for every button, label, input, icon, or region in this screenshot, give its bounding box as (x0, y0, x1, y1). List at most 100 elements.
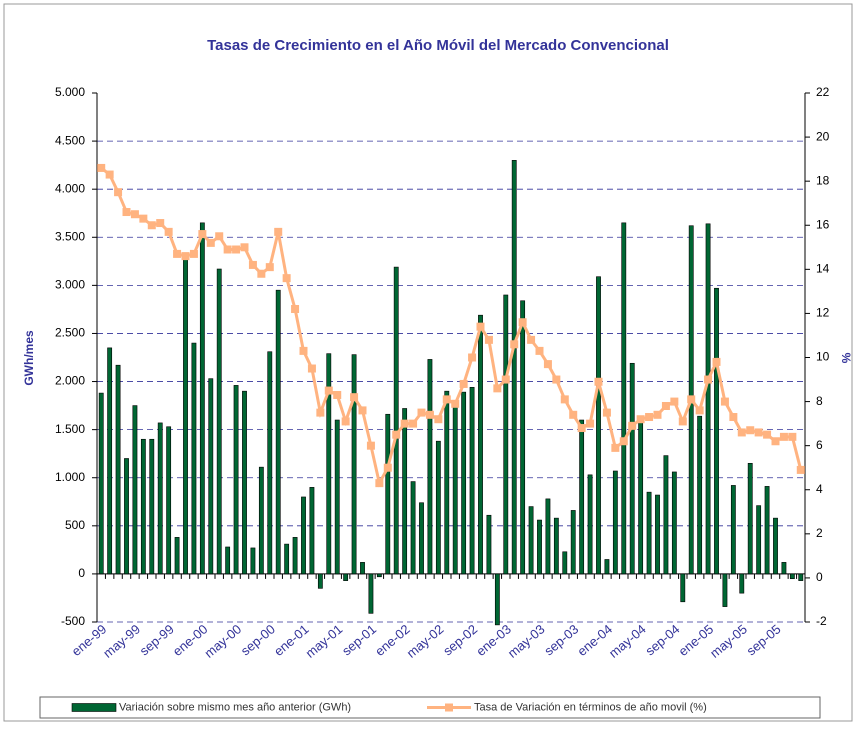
marker (501, 375, 510, 384)
bar (452, 405, 458, 575)
marker (350, 393, 359, 402)
marker (451, 399, 460, 408)
y-tick-label: 3.000 (55, 278, 85, 292)
marker (130, 210, 139, 219)
bar (638, 419, 644, 575)
bar (764, 486, 770, 575)
bar (655, 494, 660, 575)
marker (737, 428, 746, 437)
marker (156, 219, 165, 228)
marker (400, 419, 409, 428)
marker (316, 408, 325, 417)
y-tick-label: 2.500 (55, 326, 85, 340)
marker (552, 375, 561, 384)
bar (132, 405, 138, 575)
bar (149, 438, 155, 575)
y2-tick-label: 8 (816, 394, 823, 408)
marker (687, 395, 696, 404)
bar (402, 408, 408, 575)
bar (537, 519, 542, 575)
bar (798, 573, 804, 581)
legend-label: Variación sobre mismo mes año anterior (… (119, 701, 351, 713)
marker (282, 274, 291, 283)
bar (697, 415, 703, 575)
bar (562, 551, 568, 575)
y2-axis-label: % (839, 353, 853, 364)
marker (602, 408, 611, 417)
bar (596, 276, 601, 575)
bar (258, 466, 264, 575)
y-tick-label: 3.500 (55, 229, 85, 243)
bar (604, 559, 610, 575)
y-tick-label: 0 (78, 566, 85, 580)
marker (375, 479, 384, 488)
bar (334, 419, 340, 575)
marker (434, 415, 443, 424)
marker (333, 390, 342, 399)
marker (586, 419, 595, 428)
bar (435, 440, 441, 575)
bar (410, 481, 416, 575)
y2-tick-label: 20 (816, 129, 830, 143)
marker (299, 346, 308, 355)
y2-tick-label: 4 (816, 482, 823, 496)
y2-tick-label: 14 (816, 262, 830, 276)
bar (486, 514, 492, 575)
y-tick-label: 500 (65, 518, 85, 532)
marker (611, 443, 620, 452)
bar (621, 222, 627, 575)
bar (107, 347, 113, 575)
marker (704, 375, 713, 384)
marker (164, 227, 173, 236)
bar (225, 546, 231, 575)
marker (122, 208, 131, 217)
marker (796, 465, 805, 474)
y2-tick-label: 0 (816, 570, 823, 584)
bar (250, 547, 256, 575)
bar (756, 505, 762, 575)
marker (173, 249, 182, 258)
bar (663, 455, 669, 575)
marker (324, 386, 333, 395)
bar (351, 354, 357, 575)
marker (459, 379, 468, 388)
marker (746, 426, 755, 435)
y2-tick-label: 6 (816, 438, 823, 452)
marker (307, 364, 316, 373)
marker (409, 419, 418, 428)
marker (383, 463, 392, 472)
bar (714, 287, 719, 575)
bar (545, 498, 551, 575)
y-tick-label: 1.000 (55, 470, 85, 484)
marker (476, 322, 485, 331)
marker (712, 357, 721, 366)
bar (115, 364, 121, 575)
y2-tick-label: 16 (816, 217, 830, 231)
bar (393, 266, 399, 575)
bar (646, 491, 652, 575)
legend-marker (445, 703, 453, 712)
bar (478, 314, 483, 575)
bar (427, 359, 433, 575)
chart-title: Tasas de Crecimiento en el Año Móvil del… (207, 37, 669, 54)
bar (275, 289, 281, 575)
bar (629, 362, 635, 575)
bar (174, 537, 180, 575)
marker (206, 238, 215, 247)
legend-swatch (71, 703, 117, 712)
bar (739, 573, 745, 594)
bar (553, 517, 559, 575)
marker (560, 395, 569, 404)
marker (535, 346, 544, 355)
bar (570, 510, 576, 575)
marker (695, 406, 704, 415)
marker (543, 360, 552, 369)
bar (722, 573, 728, 607)
marker (653, 410, 662, 419)
marker (468, 353, 477, 362)
marker (215, 232, 224, 241)
marker (223, 245, 232, 254)
bar (579, 419, 585, 575)
marker (105, 170, 114, 179)
y-tick-label: 4.000 (55, 181, 85, 195)
